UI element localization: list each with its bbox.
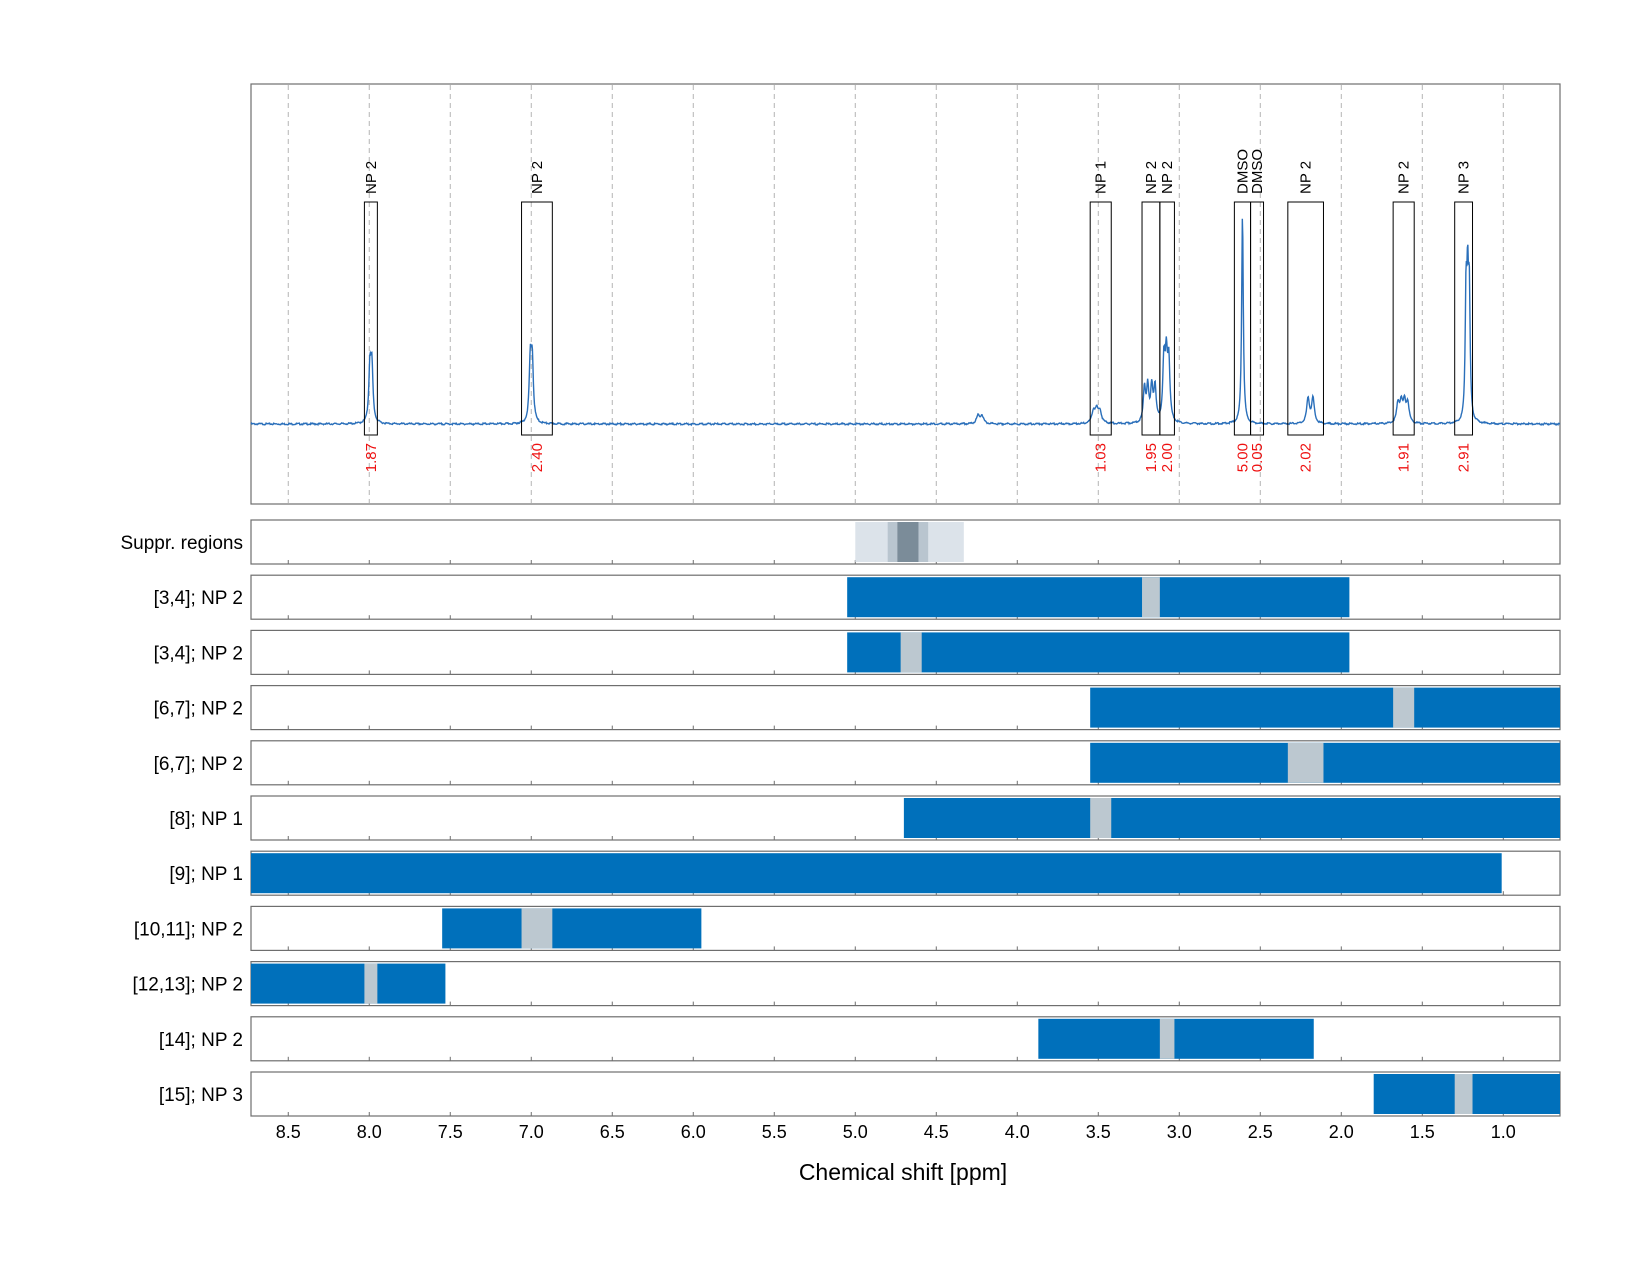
x-tick-label: 2.0 bbox=[1329, 1122, 1354, 1142]
x-tick-label: 6.0 bbox=[681, 1122, 706, 1142]
row-label: [3,4]; NP 2 bbox=[154, 588, 243, 609]
assignment-gap bbox=[1142, 577, 1160, 618]
peak-label: NP 3 bbox=[1456, 161, 1473, 194]
peak-label: NP 1 bbox=[1093, 161, 1110, 194]
x-tick-label: 5.0 bbox=[843, 1122, 868, 1142]
peak-label: NP 2 bbox=[363, 161, 380, 194]
assignment-gap bbox=[900, 632, 922, 673]
x-tick-label: 2.5 bbox=[1248, 1122, 1273, 1142]
row-label: [9]; NP 1 bbox=[169, 864, 243, 885]
peak-box bbox=[1287, 201, 1324, 436]
spectrum-frame bbox=[250, 83, 1561, 505]
assignment-row bbox=[250, 960, 1561, 1007]
assignment-gap bbox=[1393, 687, 1415, 728]
assignment-bar bbox=[1090, 742, 1560, 783]
peak-label: NP 2 bbox=[1159, 161, 1176, 194]
row-label: [6,7]; NP 2 bbox=[154, 699, 243, 720]
assignment-bar bbox=[251, 853, 1502, 894]
peak-label: DMSO bbox=[1249, 149, 1266, 194]
integral-value: 5.00 bbox=[1234, 443, 1251, 472]
row-label: [10,11]; NP 2 bbox=[134, 919, 243, 940]
assignment-row bbox=[250, 1016, 1561, 1062]
assignment-bar bbox=[847, 632, 1350, 673]
peak-box bbox=[521, 201, 553, 436]
peak-label: NP 2 bbox=[529, 161, 546, 194]
assignment-bar bbox=[1038, 1018, 1314, 1059]
peak-label: DMSO bbox=[1234, 149, 1251, 194]
row-label: [3,4]; NP 2 bbox=[154, 643, 243, 664]
integral-value: 1.95 bbox=[1143, 443, 1160, 472]
row-label: [6,7]; NP 2 bbox=[154, 754, 243, 775]
assignment-gap bbox=[1090, 798, 1112, 838]
x-tick-label: 1.5 bbox=[1410, 1122, 1435, 1142]
assignment-row bbox=[250, 1071, 1561, 1117]
peak-box bbox=[1089, 201, 1112, 436]
x-tick-label: 4.5 bbox=[924, 1122, 949, 1142]
x-tick-label: 3.5 bbox=[1086, 1122, 1111, 1142]
spectrum-line bbox=[250, 218, 1561, 427]
integral-value: 1.91 bbox=[1396, 443, 1413, 472]
assignment-gap bbox=[1287, 742, 1324, 783]
x-tick-label: 8.0 bbox=[357, 1122, 382, 1142]
row-label: [15]; NP 3 bbox=[159, 1085, 243, 1106]
x-tick-label: 7.5 bbox=[438, 1122, 463, 1142]
assignment-bar bbox=[442, 908, 702, 949]
x-axis: 8.5 8.0 7.5 7.0 6.5 6.0 5.5 5.0 4.5 4.0 3.5 3.0 2.5 2… bbox=[276, 1122, 1516, 1142]
peak-label: NP 2 bbox=[1143, 161, 1160, 194]
x-tick-label: 1.0 bbox=[1491, 1122, 1516, 1142]
row-label: [12,13]; NP 2 bbox=[132, 975, 243, 996]
assignment-bar bbox=[251, 963, 446, 1004]
integral-value: 2.40 bbox=[529, 443, 546, 472]
assignment-gap bbox=[521, 908, 553, 949]
peak-box bbox=[1141, 201, 1161, 436]
x-tick-label: 8.5 bbox=[276, 1122, 301, 1142]
integral-value: 2.91 bbox=[1456, 443, 1473, 472]
peak-label: NP 2 bbox=[1298, 161, 1315, 194]
x-tick-label: 4.0 bbox=[1005, 1122, 1030, 1142]
integral-value: 2.02 bbox=[1298, 443, 1315, 472]
integral-value: 2.00 bbox=[1159, 443, 1176, 472]
row-label: [14]; NP 2 bbox=[159, 1030, 243, 1051]
assignment-bar bbox=[847, 577, 1350, 618]
assignment-rows-panel: Suppr. regions [3,4]; NP 2 [3,4]; NP 2 [6,7… bbox=[120, 519, 1561, 1117]
peak-box bbox=[1250, 201, 1265, 436]
x-tick-label: 3.0 bbox=[1167, 1122, 1192, 1142]
assignment-gap bbox=[1454, 1074, 1473, 1114]
integral-value: 1.87 bbox=[363, 443, 380, 472]
peak-label: NP 2 bbox=[1396, 161, 1413, 194]
row-label: Suppr. regions bbox=[120, 533, 243, 554]
assignment-bar bbox=[1090, 687, 1560, 728]
assignment-gap bbox=[364, 963, 378, 1004]
spectrum-panel: NP 2 1.87 NP 2 2.40 NP 1 1.03 NP 2 1.95 NP 2 2.00… bbox=[250, 83, 1561, 505]
x-axis-title: Chemical shift [ppm] bbox=[799, 1159, 1007, 1185]
x-tick-label: 7.0 bbox=[519, 1122, 544, 1142]
integral-value: 0.05 bbox=[1249, 443, 1266, 472]
integral-value: 1.03 bbox=[1093, 443, 1110, 472]
assignment-bar bbox=[903, 798, 1560, 838]
peak-box bbox=[363, 201, 378, 436]
assignment-gap bbox=[1159, 1018, 1175, 1059]
suppr-band bbox=[897, 522, 919, 562]
peak-box bbox=[1159, 201, 1175, 436]
peak-box bbox=[1454, 201, 1474, 436]
peak-box bbox=[1392, 201, 1415, 436]
x-tick-label: 5.5 bbox=[762, 1122, 787, 1142]
row-label: [8]; NP 1 bbox=[169, 809, 243, 830]
x-tick-label: 6.5 bbox=[600, 1122, 625, 1142]
